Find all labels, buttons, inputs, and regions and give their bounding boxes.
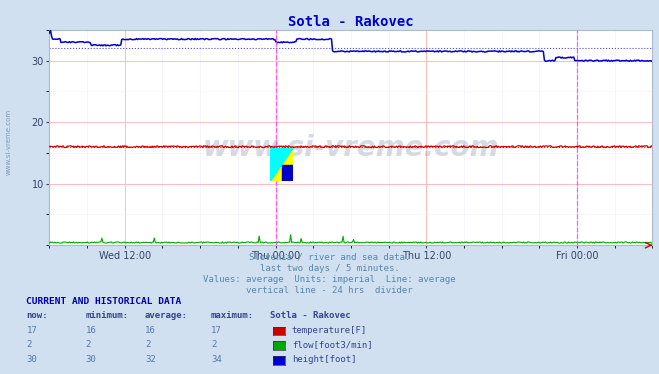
Text: 16: 16	[86, 326, 96, 335]
Text: flow[foot3/min]: flow[foot3/min]	[292, 340, 372, 349]
Text: www.si-vreme.com: www.si-vreme.com	[5, 109, 11, 175]
Text: 30: 30	[86, 355, 96, 364]
Text: minimum:: minimum:	[86, 311, 129, 320]
Text: 30: 30	[26, 355, 37, 364]
Text: Values: average  Units: imperial  Line: average: Values: average Units: imperial Line: av…	[203, 275, 456, 284]
Text: now:: now:	[26, 311, 48, 320]
Text: 16: 16	[145, 326, 156, 335]
Text: 2: 2	[86, 340, 91, 349]
Text: height[foot]: height[foot]	[292, 355, 357, 364]
Text: temperature[F]: temperature[F]	[292, 326, 367, 335]
Text: average:: average:	[145, 311, 188, 320]
Text: 17: 17	[26, 326, 37, 335]
Text: 2: 2	[145, 340, 150, 349]
Title: Sotla - Rakovec: Sotla - Rakovec	[288, 15, 414, 29]
Text: 2: 2	[211, 340, 216, 349]
Text: 2: 2	[26, 340, 32, 349]
Text: 34: 34	[211, 355, 221, 364]
Polygon shape	[270, 148, 293, 181]
Text: 32: 32	[145, 355, 156, 364]
Text: vertical line - 24 hrs  divider: vertical line - 24 hrs divider	[246, 286, 413, 295]
Polygon shape	[270, 148, 293, 181]
Text: CURRENT AND HISTORICAL DATA: CURRENT AND HISTORICAL DATA	[26, 297, 182, 306]
Text: last two days / 5 minutes.: last two days / 5 minutes.	[260, 264, 399, 273]
Text: Sotla - Rakovec: Sotla - Rakovec	[270, 311, 351, 320]
Text: maximum:: maximum:	[211, 311, 254, 320]
Polygon shape	[282, 165, 293, 181]
Text: Slovenia / river and sea data.: Slovenia / river and sea data.	[249, 252, 410, 261]
Text: www.si-vreme.com: www.si-vreme.com	[203, 134, 499, 162]
Text: 17: 17	[211, 326, 221, 335]
